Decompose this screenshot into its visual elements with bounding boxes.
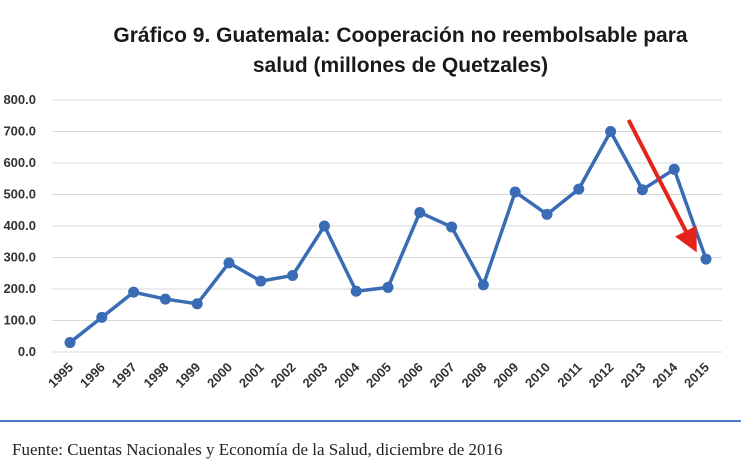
data-point — [128, 286, 140, 298]
decline-arrow — [626, 119, 697, 253]
x-tick-label: 1997 — [109, 360, 140, 391]
x-tick-label: 2013 — [617, 360, 648, 391]
grid-layer — [52, 99, 722, 353]
y-tick-label: 500.0 — [3, 187, 36, 202]
chart-title-line-1: Gráfico 9. Guatemala: Cooperación no ree… — [113, 24, 688, 47]
x-tick-label: 2015 — [681, 360, 712, 391]
y-tick-label: 800.0 — [3, 92, 36, 107]
y-tick-label: 200.0 — [3, 281, 36, 296]
x-tick-label: 2007 — [427, 360, 458, 391]
y-tick-label: 700.0 — [3, 124, 36, 139]
data-point — [287, 269, 299, 281]
data-point — [605, 126, 617, 137]
divider — [0, 420, 741, 422]
y-tick-label: 400.0 — [3, 218, 36, 233]
x-axis: 1995 1996 1997 1998 1999 2000 2001 2002 2003 2004… — [45, 359, 712, 391]
data-point — [668, 163, 680, 175]
line-chart: 0.0 100.0 200.0 300.0 400.0 500.0 600.0 700.0 80… — [3, 92, 722, 391]
x-tick-label: 1998 — [140, 360, 171, 391]
data-point — [636, 184, 648, 196]
x-tick-label: 2010 — [522, 360, 553, 391]
chart-title-line-2: salud (millones de Quetzales) — [252, 54, 549, 77]
x-tick-label: 2008 — [458, 360, 489, 391]
x-tick-label: 2002 — [268, 360, 299, 391]
y-tick-label: 0.0 — [18, 344, 36, 359]
x-tick-label: 2005 — [363, 360, 394, 391]
data-point — [223, 257, 235, 269]
data-point — [477, 279, 489, 291]
data-point — [509, 186, 521, 198]
data-point — [382, 281, 394, 293]
data-point — [96, 311, 108, 323]
data-point — [318, 220, 330, 232]
chart-frame: Gráfico 9. Guatemala: Cooperación no ree… — [3, 24, 722, 391]
x-tick-label: 2004 — [331, 359, 363, 391]
x-tick-label: 1996 — [77, 360, 108, 391]
data-point — [573, 183, 585, 195]
x-tick-label: 2011 — [554, 360, 585, 391]
x-tick-label: 2001 — [236, 360, 267, 391]
x-tick-label: 2003 — [299, 360, 330, 391]
data-point — [350, 285, 362, 297]
y-axis: 0.0 100.0 200.0 300.0 400.0 500.0 600.0 700.0 80… — [3, 92, 36, 359]
data-point — [541, 208, 553, 220]
x-tick-label: 1999 — [172, 360, 203, 391]
x-tick-label: 1995 — [45, 360, 76, 391]
y-tick-label: 600.0 — [3, 155, 36, 170]
data-point — [159, 293, 171, 305]
data-point — [255, 275, 267, 287]
y-tick-label: 100.0 — [3, 313, 36, 328]
x-tick-label: 2006 — [395, 360, 426, 391]
data-point — [414, 206, 426, 218]
data-point — [64, 337, 76, 349]
source-note: Fuente: Cuentas Nacionales y Economía de… — [12, 440, 503, 459]
x-tick-label: 2000 — [204, 360, 235, 391]
x-tick-label: 2014 — [649, 359, 681, 391]
data-point — [191, 298, 203, 310]
x-tick-label: 2009 — [490, 360, 521, 391]
y-tick-label: 300.0 — [3, 250, 36, 265]
annotation-layer — [626, 119, 697, 253]
data-point — [700, 253, 712, 265]
series-layer — [64, 126, 712, 349]
x-tick-label: 2012 — [586, 360, 617, 391]
data-point — [446, 221, 458, 233]
